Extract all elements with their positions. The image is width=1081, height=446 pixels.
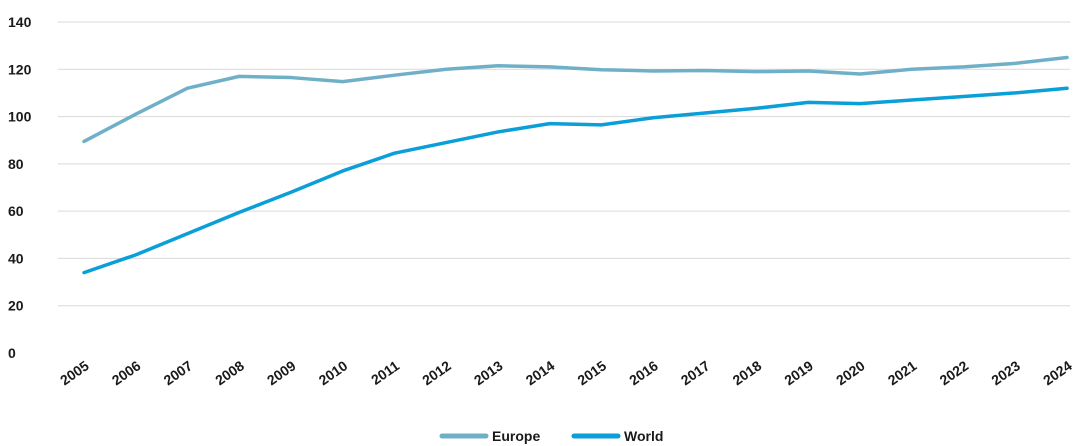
y-tick-label: 60 bbox=[8, 203, 24, 219]
x-tick-label: 2016 bbox=[626, 357, 661, 388]
x-tick-label: 2013 bbox=[471, 357, 506, 388]
legend-label-europe: Europe bbox=[492, 428, 540, 444]
x-tick-label: 2021 bbox=[885, 357, 920, 388]
y-tick-label: 40 bbox=[8, 250, 24, 266]
y-axis-tick-labels: 0 20 40 60 80 100 120 140 bbox=[8, 14, 32, 361]
x-tick-label: 2010 bbox=[316, 357, 351, 388]
x-tick-label: 2018 bbox=[730, 357, 765, 388]
y-tick-label: 0 bbox=[8, 345, 16, 361]
x-tick-label: 2022 bbox=[937, 357, 972, 388]
x-tick-label: 2011 bbox=[368, 357, 402, 388]
x-tick-label: 2009 bbox=[264, 357, 299, 388]
x-tick-label: 2023 bbox=[988, 357, 1023, 388]
y-tick-label: 80 bbox=[8, 156, 24, 172]
series-line-europe bbox=[82, 55, 1069, 144]
x-tick-label: 2005 bbox=[57, 357, 92, 388]
x-tick-label: 2008 bbox=[212, 357, 247, 388]
x-tick-label: 2007 bbox=[160, 357, 195, 388]
series-layer bbox=[82, 55, 1069, 275]
y-tick-label: 100 bbox=[8, 109, 32, 125]
y-tick-label: 140 bbox=[8, 14, 32, 30]
x-tick-label: 2006 bbox=[109, 357, 144, 388]
x-tick-label: 2012 bbox=[419, 357, 454, 388]
legend-label-world: World bbox=[624, 428, 663, 444]
x-tick-label: 2024 bbox=[1040, 357, 1075, 388]
x-tick-label: 2015 bbox=[574, 357, 609, 388]
x-tick-label: 2014 bbox=[523, 357, 558, 388]
x-tick-label: 2020 bbox=[833, 357, 868, 388]
series-line-world bbox=[82, 86, 1069, 275]
y-tick-label: 120 bbox=[8, 61, 32, 77]
legend: Europe World bbox=[439, 428, 663, 444]
x-tick-label: 2017 bbox=[678, 357, 713, 388]
y-tick-label: 20 bbox=[8, 298, 24, 314]
grid-layer bbox=[58, 21, 1070, 307]
x-tick-label: 2019 bbox=[781, 357, 816, 388]
x-axis-tick-labels: 2005 2006 2007 2008 2009 2010 2011 2012 2013 2014… bbox=[57, 357, 1075, 388]
